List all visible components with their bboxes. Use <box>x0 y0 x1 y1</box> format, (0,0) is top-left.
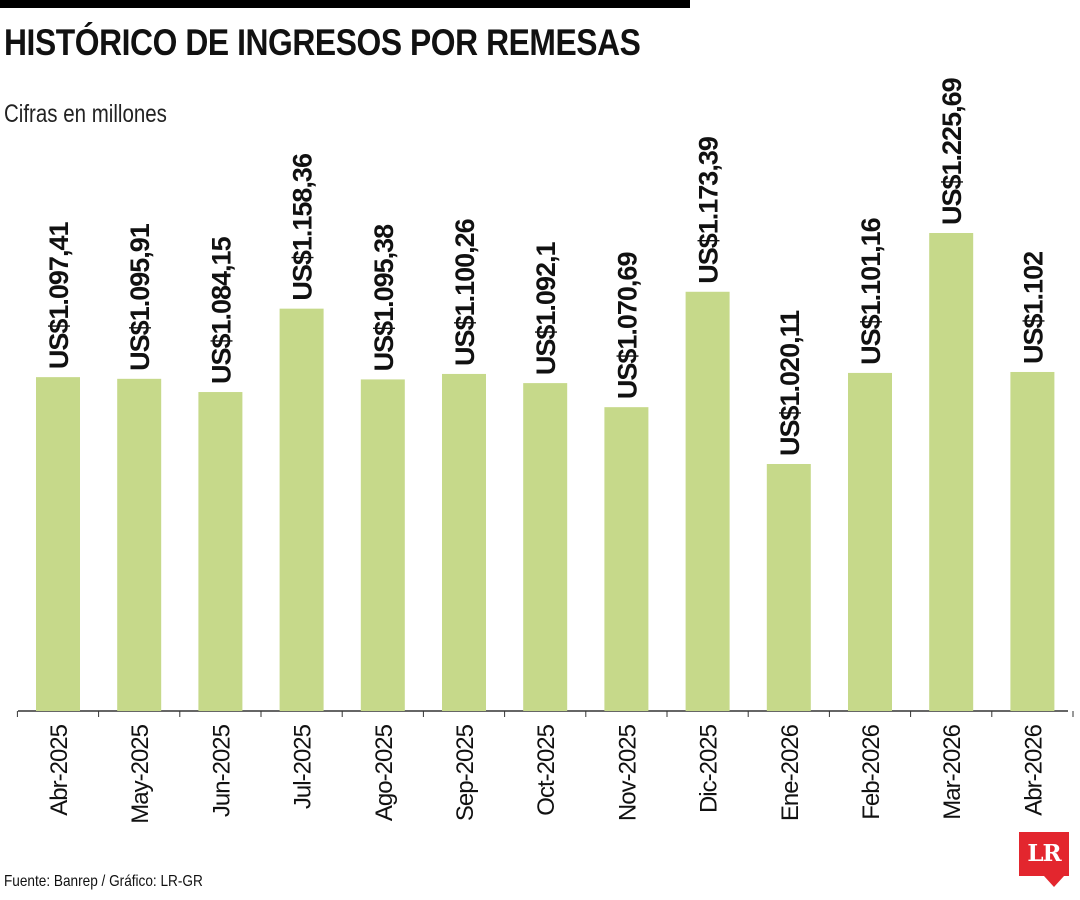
data-label: US$1.020,11 <box>775 310 805 456</box>
bar <box>117 378 162 711</box>
data-label: US$1.102 <box>1018 252 1048 364</box>
data-label: US$1.097,41 <box>44 222 74 370</box>
chart-subtitle: Cifras en millones <box>4 100 167 128</box>
data-label: US$1.092,1 <box>531 242 561 376</box>
x-tick-label: Mar-2026 <box>939 724 966 819</box>
bar <box>848 372 892 711</box>
bar <box>685 291 730 711</box>
x-tick-label: Oct-2025 <box>533 724 560 815</box>
data-label: US$1.158,36 <box>288 153 318 301</box>
x-tick-label: May-2025 <box>127 724 154 823</box>
data-label: US$1.070,69 <box>612 252 642 400</box>
lr-logo: LR <box>1019 832 1069 876</box>
x-tick-label: Abr-2025 <box>46 724 73 815</box>
source-note: Fuente: Banrep / Gráfico: LR-GR <box>4 873 203 890</box>
x-tick-label: Ene-2026 <box>777 724 804 821</box>
chart-title: HISTÓRICO DE INGRESOS POR REMESAS <box>4 22 641 63</box>
x-tick-label: Jul-2025 <box>290 724 317 809</box>
x-tick-label: Ago-2025 <box>371 724 398 821</box>
lr-logo-tail <box>1044 876 1064 887</box>
bar <box>442 373 486 711</box>
data-label: US$1.100,26 <box>450 218 480 366</box>
data-label: US$1.225,69 <box>937 77 967 225</box>
x-tick-label: Abr-2026 <box>1020 724 1047 815</box>
top-rule <box>0 0 690 8</box>
data-label: US$1.095,38 <box>369 224 399 372</box>
bar <box>523 383 568 711</box>
data-label: US$1.084,15 <box>206 236 236 384</box>
bar <box>279 308 324 711</box>
bar <box>36 377 80 711</box>
bar <box>604 407 649 711</box>
x-tick-label: Dic-2025 <box>696 724 723 813</box>
data-label: US$1.173,39 <box>694 136 724 284</box>
x-tick-label: Jun-2025 <box>208 724 235 817</box>
bar <box>1010 371 1055 711</box>
x-tick-label: Nov-2025 <box>614 724 641 821</box>
bar <box>198 392 243 711</box>
x-tick-label: Feb-2026 <box>858 724 885 819</box>
data-label: US$1.095,91 <box>125 223 155 371</box>
bar <box>360 379 405 711</box>
bar <box>766 464 811 711</box>
data-label: US$1.101,16 <box>856 217 886 365</box>
x-tick-label: Sep-2025 <box>452 724 479 821</box>
bar <box>929 233 974 711</box>
